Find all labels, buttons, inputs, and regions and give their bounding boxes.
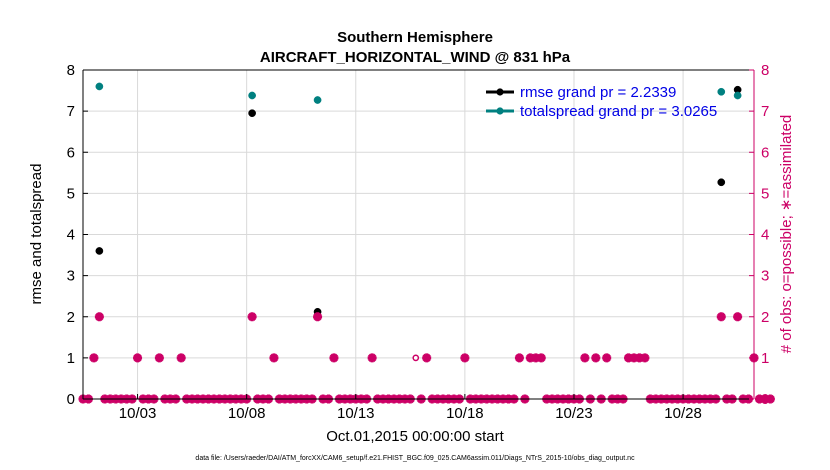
totalspread-point [733, 91, 742, 100]
y-right-tick-label: 3 [761, 268, 769, 285]
totalspread-point [95, 82, 104, 91]
y-right-tick-label: 4 [761, 227, 769, 244]
rmse-point [95, 247, 104, 255]
obs-assimilated-marker [602, 353, 612, 363]
y-left-tick-label: 8 [67, 62, 75, 79]
totalspread-point [313, 96, 322, 104]
obs-assimilated-marker [514, 353, 524, 363]
rmse-point [248, 109, 256, 118]
obs-assimilated-marker [154, 353, 164, 363]
obs-possible-marker [412, 354, 420, 362]
obs-assimilated-marker [269, 353, 279, 363]
x-tick-label: 10/23 [555, 405, 593, 422]
totalspread-point [717, 87, 726, 96]
legend-entry: totalspread grand pr = 3.0265 [520, 103, 717, 120]
obs-assimilated-marker [247, 312, 257, 322]
y-right-tick-label: 5 [761, 185, 769, 202]
y-right-tick-label: 6 [761, 144, 769, 161]
obs-assimilated-marker [367, 353, 377, 363]
chart-title: Southern Hemisphere [337, 29, 493, 46]
x-tick-label: 10/08 [228, 405, 266, 422]
x-tick-label: 10/18 [446, 405, 484, 422]
obs-assimilated-marker [313, 312, 323, 322]
y-left-tick-label: 0 [67, 391, 75, 408]
obs-assimilated-marker [640, 353, 650, 363]
rmse-point [717, 178, 726, 187]
legend-entry: rmse grand pr = 2.2339 [520, 84, 676, 101]
x-tick-label: 10/13 [337, 405, 375, 422]
y-left-tick-label: 7 [67, 103, 75, 120]
obs-assimilated-marker [580, 353, 590, 363]
obs-assimilated-marker [591, 353, 601, 363]
y-right-tick-label: 8 [761, 62, 769, 79]
y-left-tick-label: 3 [67, 268, 75, 285]
obs-assimilated-marker [536, 353, 546, 363]
obs-assimilated-marker [716, 312, 726, 322]
chart-subtitle: AIRCRAFT_HORIZONTAL_WIND @ 831 hPa [260, 49, 571, 66]
obs-assimilated-marker [89, 353, 99, 363]
legend-marker [496, 88, 504, 96]
legend-marker [496, 107, 504, 115]
y-left-tick-label: 1 [67, 350, 75, 367]
y-axis-right-label: # of obs: o=possible; ∗=assimilated [778, 115, 795, 354]
obs-assimilated-marker [133, 353, 143, 363]
y-right-tick-label: 1 [761, 350, 769, 367]
totalspread-point [248, 91, 256, 100]
y-right-tick-label: 7 [761, 103, 769, 120]
obs-assimilated-marker [94, 312, 104, 322]
legend: rmse grand pr = 2.2339 totalspread grand … [486, 84, 717, 120]
obs-assimilated-marker [422, 353, 432, 363]
y-left-tick-label: 6 [67, 144, 75, 161]
x-tick-label: 10/03 [119, 405, 157, 422]
y-axis-left-label: rmse and totalspread [28, 164, 45, 305]
obs-assimilated-marker [733, 312, 743, 322]
x-tick-label: 10/28 [664, 405, 702, 422]
obs-assimilated-marker [329, 353, 339, 363]
y-right-tick-label: 2 [761, 309, 769, 326]
data-file-footnote: data file: /Users/raeder/DAI/ATM_forcXX/… [195, 455, 635, 462]
y-left-tick-label: 5 [67, 185, 75, 202]
tick-labels: 10/03 10/08 10/13 10/18 10/23 10/28 0 1 2 3 4 5 6 7 8 0… [67, 62, 770, 422]
y-left-tick-label: 4 [67, 227, 75, 244]
obs-assimilated-marker [460, 353, 470, 363]
y-right-tick-label: 0 [761, 391, 769, 408]
y-left-tick-label: 2 [67, 309, 75, 326]
obs-assimilated-marker [765, 394, 775, 404]
x-axis-label: Oct.01,2015 00:00:00 start [326, 428, 504, 445]
obs-assimilated-marker [176, 353, 186, 363]
